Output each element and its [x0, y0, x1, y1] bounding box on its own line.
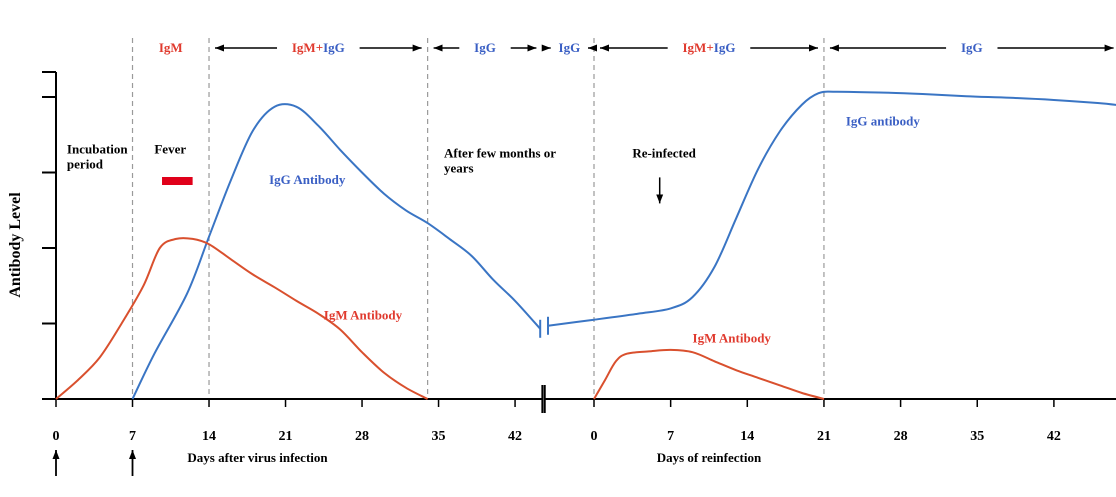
phase-label-part: IgM	[292, 40, 316, 55]
phase-label: IgG	[961, 40, 983, 55]
phase-label: IgM+IgG	[683, 40, 736, 55]
label-igm_antibody: IgM Antibody	[693, 330, 772, 345]
phase-label-part: IgG	[474, 40, 496, 55]
phase-label-part: +	[706, 40, 713, 55]
label-igg_antibody: IgG antibody	[846, 114, 921, 129]
phase-label-part: IgG	[714, 40, 736, 55]
phase-label-part: IgG	[961, 40, 983, 55]
x-tick-label: 0	[53, 429, 60, 444]
x-tick-label: 21	[279, 429, 293, 444]
label-igg_antibody: IgG Antibody	[269, 172, 346, 187]
x-axis-label-2: Days of reinfection	[657, 450, 762, 465]
x-tick-label: 35	[970, 429, 984, 444]
x-tick-label: 21	[817, 429, 831, 444]
label-reinfected: Re-infected	[632, 145, 696, 160]
label-igm_antibody: IgM Antibody	[324, 308, 403, 323]
label-fever: Fever	[154, 142, 186, 157]
phase-label: IgM	[159, 40, 183, 55]
phase-guides	[131, 38, 825, 399]
label-after_few-line2: years	[444, 160, 474, 175]
curve-igm-antibody-2	[593, 348, 825, 400]
curve-igg-antibody-1	[131, 103, 541, 400]
label-incubation-line2: period	[67, 157, 104, 172]
fever-bar	[162, 177, 193, 185]
curve-igg-antibody-2	[547, 90, 1116, 327]
x-tick-label: 42	[508, 429, 522, 444]
x-tick-label: 14	[202, 429, 216, 444]
phase-label: IgG	[474, 40, 496, 55]
phase-label: IgM+IgG	[292, 40, 345, 55]
phase-label-part: IgM	[683, 40, 707, 55]
phase-label-part: IgG	[559, 40, 581, 55]
axes: 0 7 14 21 28 35 42 Days after virus infection 0 7…	[42, 71, 1116, 465]
x-tick-label: 14	[740, 429, 754, 444]
phase-label-part: +	[316, 40, 323, 55]
x-tick-label: 35	[432, 429, 446, 444]
x-tick-label: 42	[1047, 429, 1061, 444]
phase-label: IgG	[559, 40, 581, 55]
curve-igm-antibody-1	[55, 237, 429, 400]
phase-label-part: IgM	[159, 40, 183, 55]
phase-label-part: IgG	[323, 40, 345, 55]
curves	[55, 90, 1116, 400]
x-tick-label: 28	[355, 429, 369, 444]
x-tick-label: 7	[667, 429, 674, 444]
x-axis-label-1: Days after virus infection	[187, 450, 328, 465]
x-tick-label: 7	[129, 429, 136, 444]
y-axis-label: Antibody Level	[7, 192, 24, 298]
label-after_few: After few months or	[444, 145, 556, 160]
x-tick-label: 28	[894, 429, 908, 444]
label-incubation: Incubation	[67, 142, 128, 157]
x-tick-label: 0	[591, 429, 598, 444]
